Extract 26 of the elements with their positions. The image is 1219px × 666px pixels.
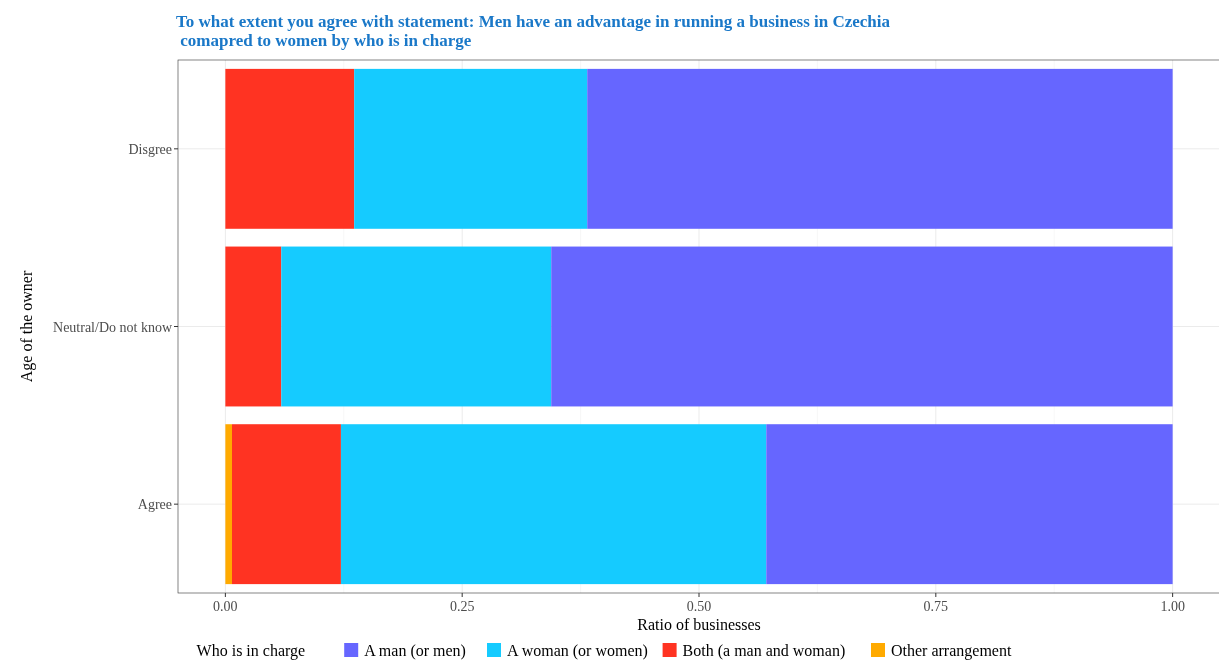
y-tick-label: Agree bbox=[137, 497, 172, 513]
legend-title: Who is in charge bbox=[196, 642, 306, 660]
bar bbox=[232, 424, 341, 585]
bar bbox=[587, 68, 1173, 229]
bar bbox=[340, 424, 767, 585]
x-tick-label: 0.00 bbox=[213, 599, 238, 614]
bar bbox=[354, 68, 588, 229]
chart-title: To what extent you agree with statement: Men have an advantage in running a business in Czechia comapred to women by who is in charge bbox=[176, 12, 891, 50]
x-tick-label: 0.75 bbox=[923, 599, 949, 614]
y-axis-title: Age of the owner bbox=[18, 270, 36, 383]
y-tick-label: Neutral/Do not know bbox=[53, 319, 173, 335]
bar bbox=[225, 246, 282, 407]
legend-label: A man (or men) bbox=[364, 642, 466, 660]
x-tick-label: 1.00 bbox=[1160, 599, 1185, 614]
x-axis-title: Ratio of businesses bbox=[637, 616, 761, 633]
bar bbox=[225, 68, 355, 229]
bar bbox=[281, 246, 552, 407]
bar bbox=[766, 424, 1173, 585]
legend-label: A woman (or women) bbox=[507, 642, 648, 660]
legend-label: Other arrangement bbox=[891, 642, 1012, 660]
bar bbox=[225, 424, 232, 585]
bar bbox=[551, 246, 1173, 407]
x-tick-label: 0.25 bbox=[449, 599, 475, 614]
legend-label: Both (a man and woman) bbox=[682, 642, 846, 660]
y-tick-label: Disgree bbox=[128, 141, 172, 157]
x-tick-label: 0.50 bbox=[686, 599, 712, 614]
